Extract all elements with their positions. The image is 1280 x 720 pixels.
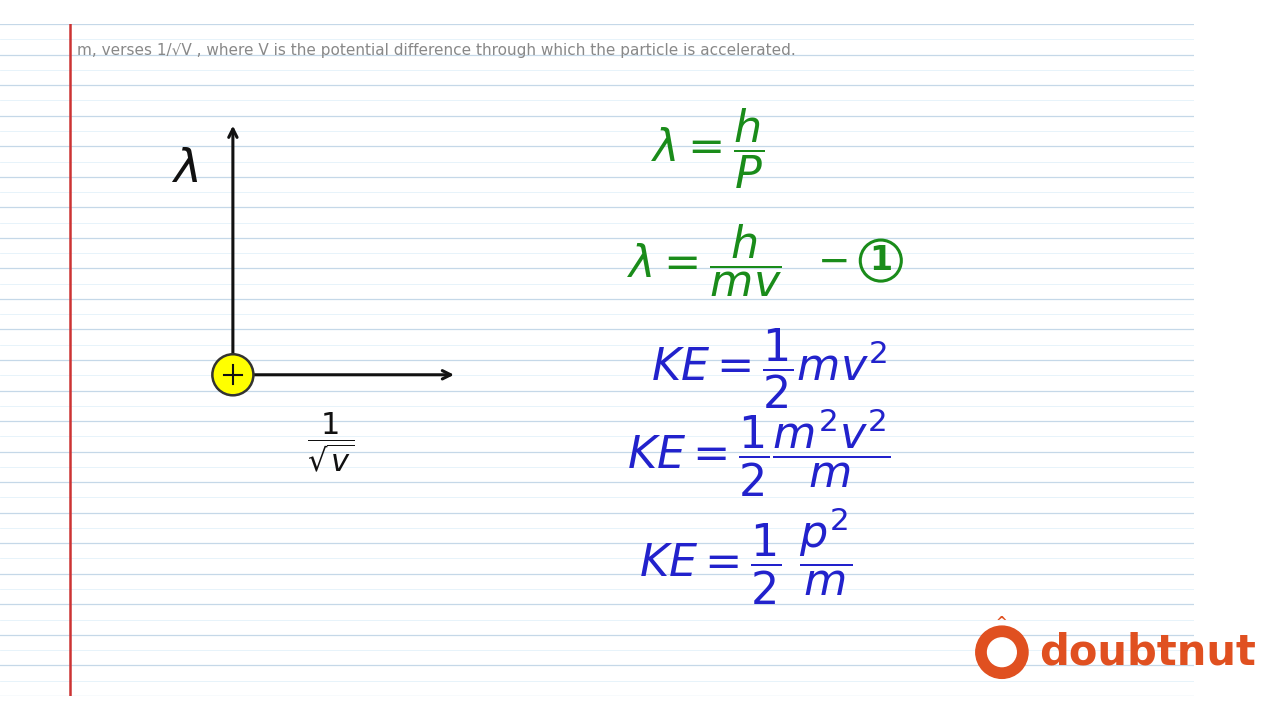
Text: $KE = \dfrac{1}{2}\dfrac{m^2v^2}{m}$: $KE = \dfrac{1}{2}\dfrac{m^2v^2}{m}$ — [627, 407, 891, 499]
Circle shape — [212, 354, 253, 395]
Text: ^: ^ — [996, 616, 1007, 630]
Text: $\lambda$: $\lambda$ — [170, 147, 198, 192]
Text: $KE = \dfrac{1}{2}\ \dfrac{p^2}{m}$: $KE = \dfrac{1}{2}\ \dfrac{p^2}{m}$ — [639, 505, 852, 607]
Text: doubtnut: doubtnut — [1039, 631, 1256, 673]
Text: $\lambda = \dfrac{h}{P}$: $\lambda = \dfrac{h}{P}$ — [652, 106, 764, 191]
Text: 1: 1 — [869, 244, 892, 277]
Text: m, verses 1/√V , where V is the potential difference through which the particle : m, verses 1/√V , where V is the potentia… — [78, 42, 796, 58]
Text: $KE = \dfrac{1}{2}mv^2$: $KE = \dfrac{1}{2}mv^2$ — [652, 325, 887, 410]
Circle shape — [975, 626, 1028, 678]
Text: $\lambda = \dfrac{h}{mv}$: $\lambda = \dfrac{h}{mv}$ — [627, 222, 782, 299]
Circle shape — [988, 638, 1016, 667]
Text: $\dfrac{1}{\sqrt{v}}$: $\dfrac{1}{\sqrt{v}}$ — [307, 410, 355, 474]
Text: $-$: $-$ — [817, 242, 847, 279]
